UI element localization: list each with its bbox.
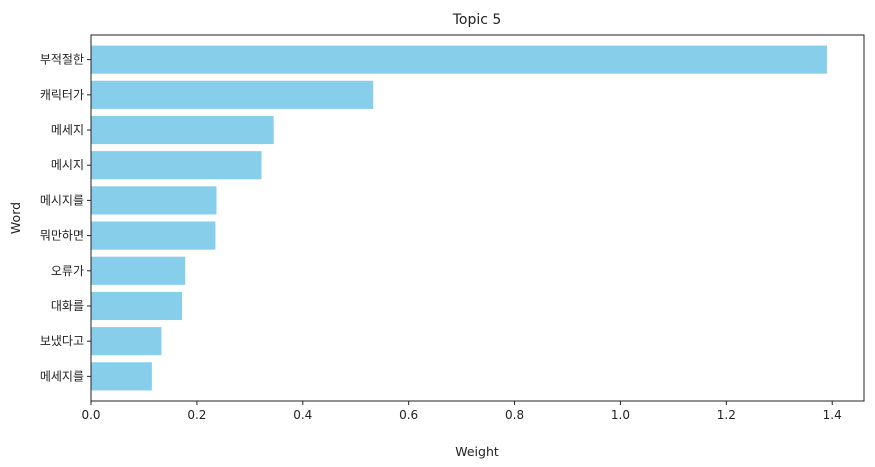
bar-2 [91,80,374,109]
y-tick-label-8: 대화를 [51,299,84,313]
x-tick-label-7: 1.2 [717,408,736,422]
y-tick-label-4: 메시지 [51,158,84,172]
x-tick-label-8: 1.4 [823,408,842,422]
x-tick-label-5: 0.8 [505,408,524,422]
y-tick-label-7: 오류가 [51,264,84,278]
x-tick-label-2: 0.2 [187,408,206,422]
bar-7 [91,256,186,285]
x-tick-label-1: 0.0 [81,408,100,422]
chart-title: Topic 5 [452,12,502,28]
y-tick-label-3: 메세지 [51,123,84,137]
bar-3 [91,115,274,145]
bar-1 [91,45,827,74]
y-tick-label-10: 메세지를 [40,369,84,383]
y-tick-label-6: 뭐만하면 [40,229,84,243]
bar-6 [91,221,216,250]
y-tick-label-2: 캐릭터가 [40,88,84,102]
bar-5 [91,186,217,215]
bar-9 [91,327,162,356]
y-tick-label-9: 보냈다고 [40,334,84,348]
x-tick-label-3: 0.4 [293,408,312,422]
x-tick-label-6: 1.0 [611,408,630,422]
bar-8 [91,291,183,321]
bar-10 [91,362,152,391]
y-axis-label: Word [8,202,23,234]
plot-frame [90,34,865,402]
x-tick-label-4: 0.6 [399,408,418,422]
x-axis-ticks: 0.0 0.2 0.4 0.6 0.8 1.0 1.2 1.4 [81,401,842,422]
bar-4 [91,151,262,180]
bars-group [91,45,827,391]
x-axis-label: Weight [455,444,499,459]
y-tick-label-1: 부적절한 [40,53,84,67]
y-tick-label-5: 메시지를 [40,193,84,207]
